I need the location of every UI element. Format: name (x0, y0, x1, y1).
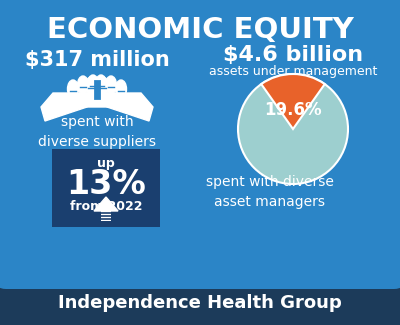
Ellipse shape (78, 76, 88, 94)
Ellipse shape (106, 76, 116, 94)
Text: ECONOMIC EQUITY: ECONOMIC EQUITY (47, 16, 353, 44)
FancyBboxPatch shape (0, 0, 400, 289)
Polygon shape (101, 93, 153, 121)
Text: up: up (97, 157, 115, 170)
Text: $317 million: $317 million (25, 50, 169, 70)
Ellipse shape (98, 77, 108, 95)
Bar (101, 209, 111, 221)
Ellipse shape (68, 80, 78, 98)
Text: spent with
diverse suppliers: spent with diverse suppliers (38, 115, 156, 149)
Text: assets under management: assets under management (209, 64, 377, 77)
Polygon shape (95, 81, 99, 98)
Ellipse shape (116, 80, 126, 98)
Polygon shape (81, 93, 113, 107)
Text: spent with diverse
asset managers: spent with diverse asset managers (206, 175, 334, 209)
Text: 13%: 13% (66, 168, 146, 202)
Ellipse shape (88, 75, 98, 93)
Text: from 2022: from 2022 (70, 201, 142, 214)
Text: Independence Health Group: Independence Health Group (58, 294, 342, 312)
Text: 19.6%: 19.6% (264, 101, 322, 119)
Ellipse shape (96, 75, 106, 93)
Polygon shape (94, 197, 118, 211)
FancyBboxPatch shape (52, 149, 160, 227)
Polygon shape (41, 93, 93, 121)
Ellipse shape (86, 77, 96, 95)
Text: $4.6 billion: $4.6 billion (223, 45, 363, 65)
Bar (0, 281, 400, 325)
Wedge shape (261, 74, 325, 129)
Circle shape (238, 74, 348, 184)
